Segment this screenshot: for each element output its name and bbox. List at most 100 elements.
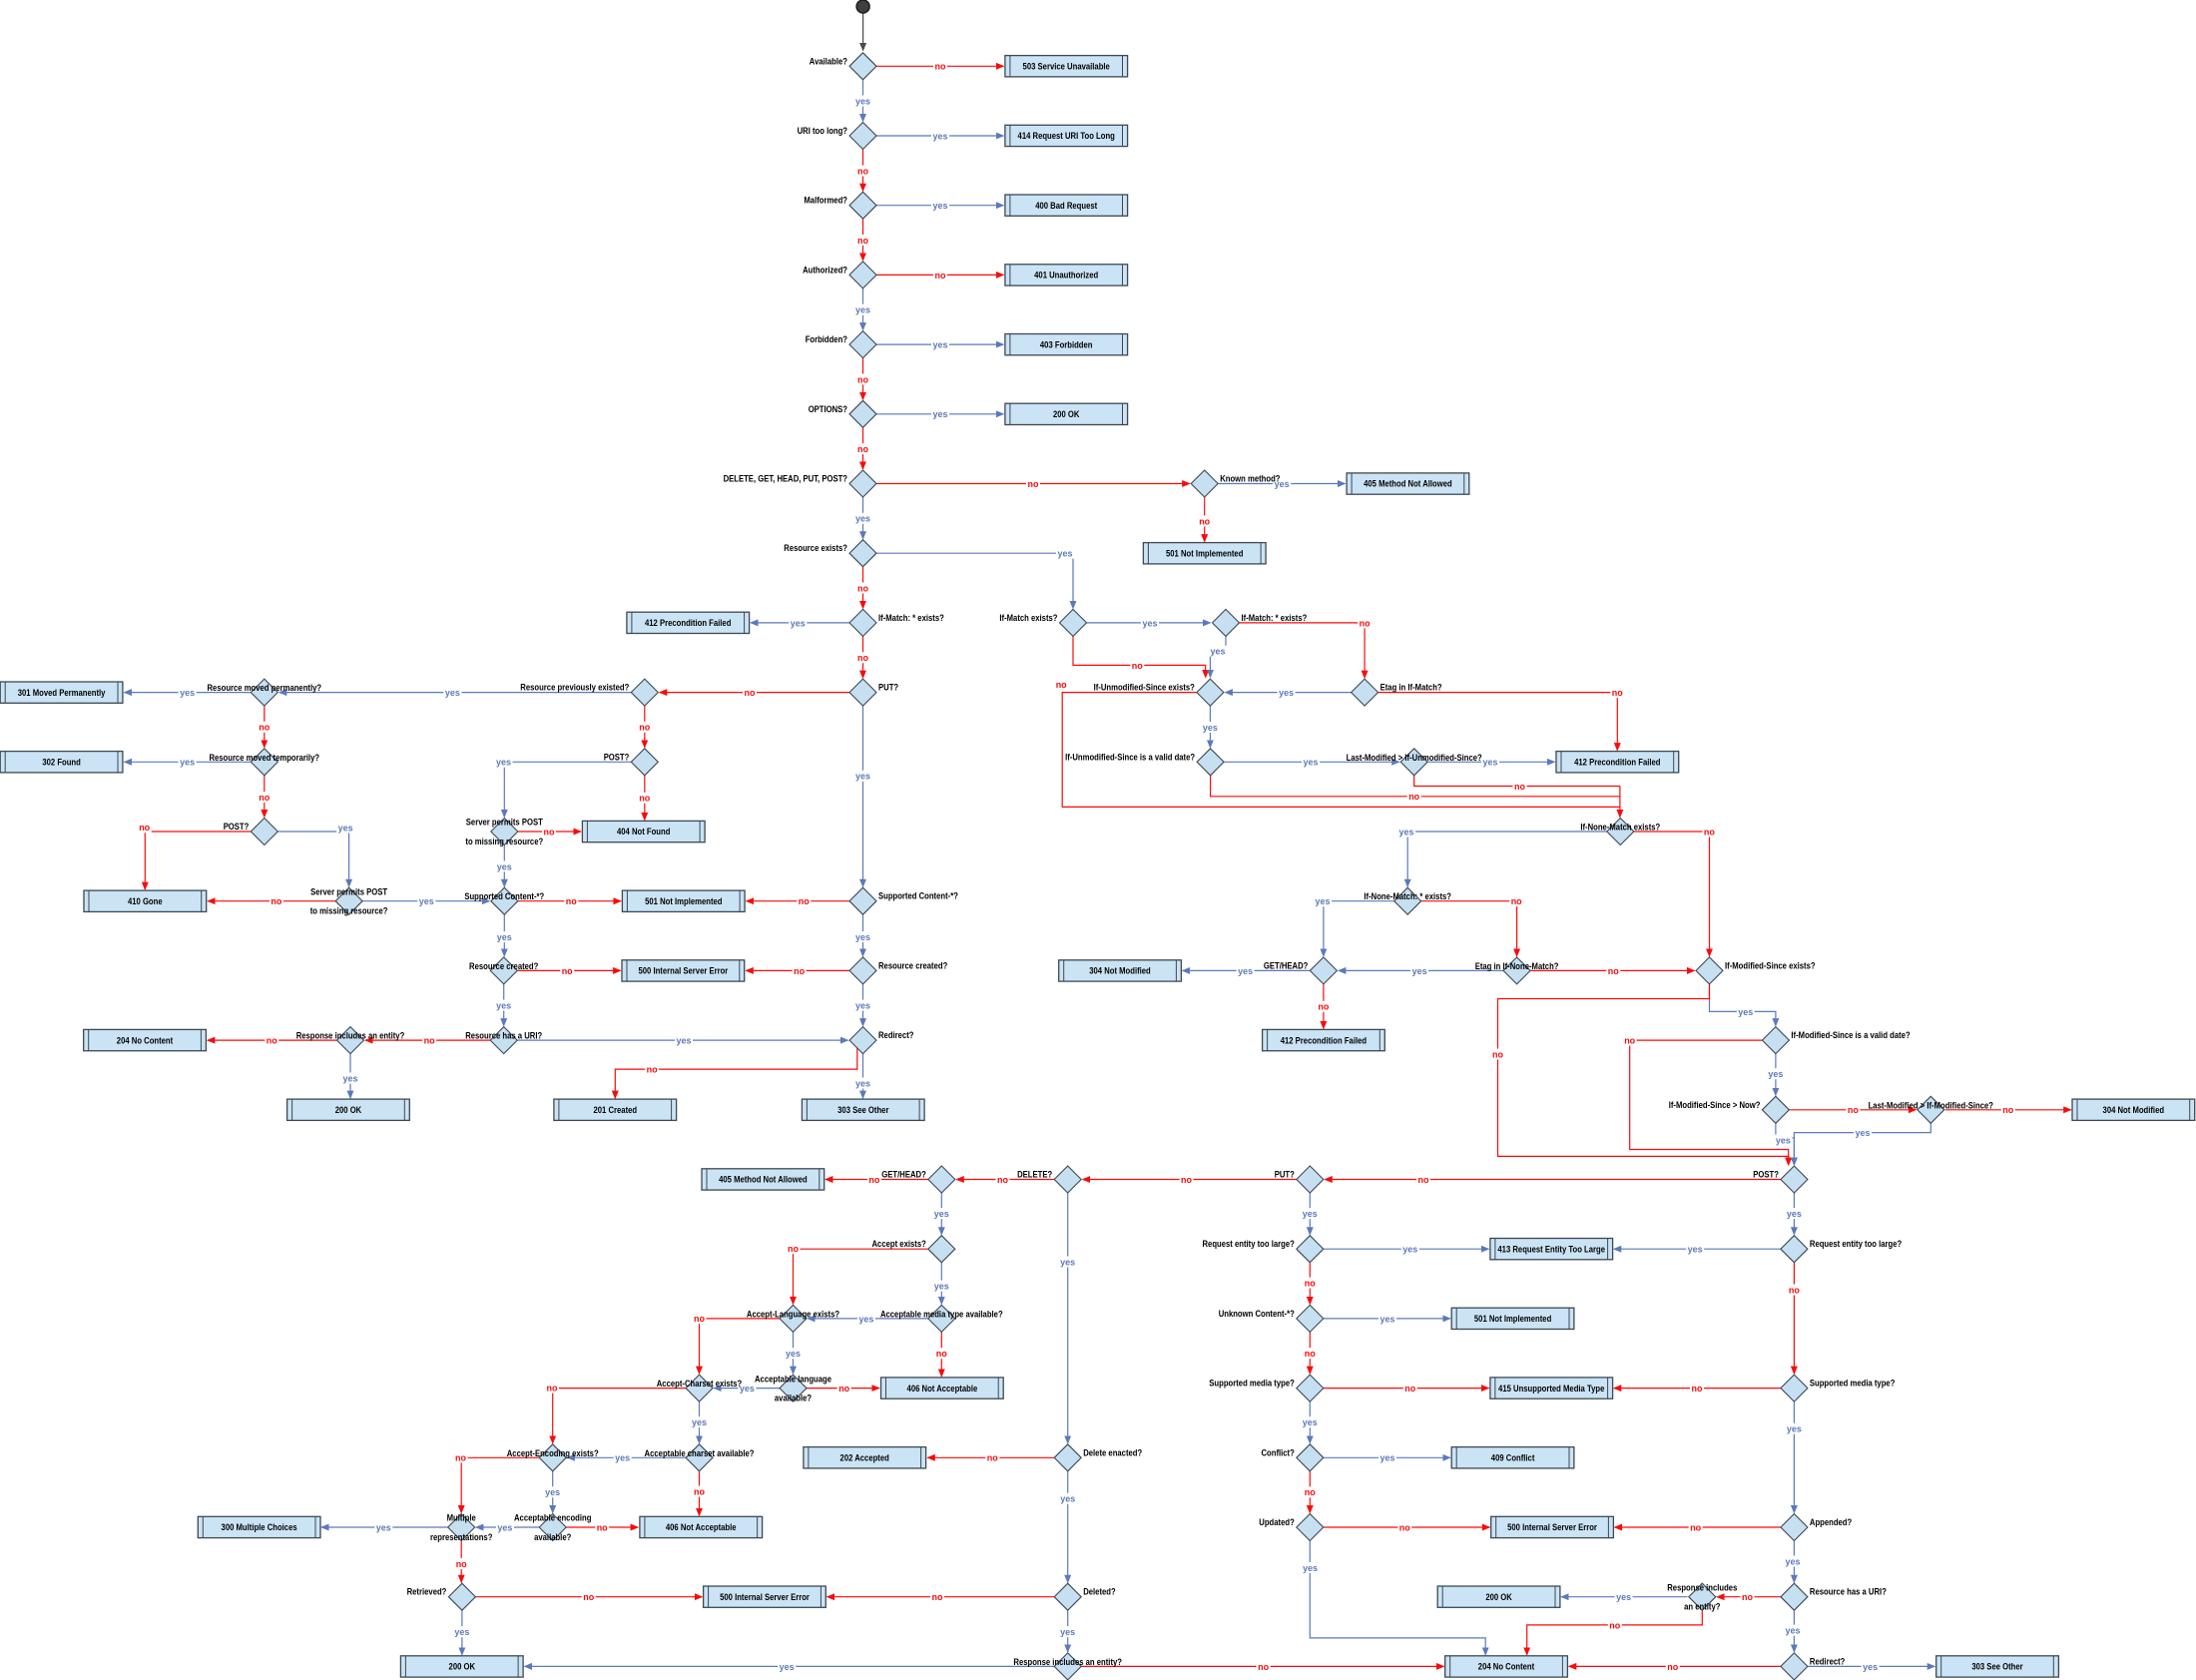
- svg-text:POST?: POST?: [224, 822, 250, 832]
- svg-text:no: no: [936, 1349, 947, 1359]
- svg-text:yes: yes: [1275, 479, 1290, 489]
- svg-text:If-Match: * exists?: If-Match: * exists?: [1242, 613, 1308, 623]
- svg-text:no: no: [932, 1592, 943, 1602]
- svg-text:500 Internal Server Error: 500 Internal Server Error: [1507, 1522, 1597, 1532]
- svg-text:no: no: [1305, 1279, 1316, 1289]
- svg-text:If-None-Match: * exists?: If-None-Match: * exists?: [1364, 891, 1451, 901]
- svg-text:200 OK: 200 OK: [449, 1662, 476, 1672]
- svg-text:301 Moved Permanently: 301 Moved Permanently: [18, 688, 106, 698]
- svg-text:no: no: [597, 1522, 608, 1532]
- svg-text:no: no: [987, 1453, 998, 1463]
- svg-text:501 Not Implemented: 501 Not Implemented: [645, 896, 722, 906]
- svg-text:Deleted?: Deleted?: [1083, 1587, 1116, 1597]
- svg-text:no: no: [1609, 1620, 1620, 1630]
- svg-text:no: no: [1399, 1522, 1410, 1532]
- svg-text:Appended?: Appended?: [1810, 1517, 1852, 1527]
- svg-text:no: no: [271, 896, 281, 906]
- svg-text:Accept exists?: Accept exists?: [872, 1239, 926, 1249]
- svg-text:DELETE, GET, HEAD, PUT, POST?: DELETE, GET, HEAD, PUT, POST?: [724, 474, 847, 484]
- svg-text:GET/HEAD?: GET/HEAD?: [1264, 960, 1309, 970]
- svg-text:Known method?: Known method?: [1220, 474, 1280, 484]
- svg-text:yes: yes: [1203, 723, 1218, 733]
- svg-text:406 Not Acceptable: 406 Not Acceptable: [907, 1384, 978, 1394]
- svg-text:Delete enacted?: Delete enacted?: [1083, 1447, 1142, 1457]
- svg-text:Forbidden?: Forbidden?: [806, 334, 847, 344]
- svg-text:POST?: POST?: [1753, 1170, 1779, 1180]
- svg-text:no: no: [1789, 1285, 1800, 1295]
- svg-text:yes: yes: [855, 514, 870, 524]
- svg-text:Accept-Language exists?: Accept-Language exists?: [747, 1309, 839, 1319]
- svg-text:Acceptable media type availabl: Acceptable media type available?: [880, 1309, 1003, 1319]
- svg-text:Supported media type?: Supported media type?: [1209, 1379, 1295, 1389]
- svg-text:no: no: [1258, 1662, 1269, 1672]
- svg-text:DELETE?: DELETE?: [1017, 1170, 1052, 1180]
- svg-text:no: no: [1692, 1384, 1703, 1394]
- svg-text:403 Forbidden: 403 Forbidden: [1040, 339, 1093, 349]
- svg-text:no: no: [745, 688, 756, 698]
- svg-text:to missing resource?: to missing resource?: [465, 837, 543, 846]
- svg-text:yes: yes: [932, 409, 947, 419]
- svg-text:no: no: [1181, 1175, 1192, 1185]
- svg-text:Redirect?: Redirect?: [1810, 1656, 1846, 1666]
- svg-text:PUT?: PUT?: [878, 683, 898, 693]
- svg-text:413 Request Entity Too Large: 413 Request Entity Too Large: [1497, 1244, 1605, 1254]
- svg-text:404 Not Found: 404 Not Found: [617, 827, 670, 837]
- svg-text:representations?: representations?: [430, 1532, 492, 1542]
- svg-text:yes: yes: [1398, 827, 1413, 837]
- svg-text:yes: yes: [545, 1487, 560, 1497]
- svg-text:If-Modified-Since is a valid d: If-Modified-Since is a valid date?: [1791, 1030, 1910, 1040]
- svg-text:yes: yes: [1855, 1128, 1870, 1138]
- svg-text:Resource created?: Resource created?: [469, 961, 538, 971]
- svg-text:yes: yes: [497, 932, 512, 942]
- svg-text:no: no: [456, 1559, 467, 1569]
- svg-text:no: no: [1360, 618, 1371, 628]
- svg-text:yes: yes: [791, 618, 806, 628]
- svg-text:yes: yes: [419, 896, 434, 906]
- svg-text:Resource has a URI?: Resource has a URI?: [465, 1031, 542, 1041]
- svg-text:503 Service Unavailable: 503 Service Unavailable: [1023, 62, 1110, 72]
- svg-text:no: no: [1418, 1175, 1429, 1185]
- svg-text:yes: yes: [1785, 1626, 1800, 1636]
- svg-text:yes: yes: [338, 823, 353, 833]
- svg-text:URI too long?: URI too long?: [798, 126, 847, 136]
- svg-text:Request entity too large?: Request entity too large?: [1203, 1239, 1295, 1249]
- svg-text:412 Precondition Failed: 412 Precondition Failed: [1574, 758, 1660, 768]
- svg-text:Retrieved?: Retrieved?: [407, 1587, 447, 1597]
- svg-text:available?: available?: [775, 1394, 812, 1403]
- svg-text:no: no: [1612, 688, 1623, 698]
- svg-text:Available?: Available?: [810, 56, 847, 66]
- svg-text:yes: yes: [855, 305, 870, 315]
- svg-text:no: no: [1492, 1049, 1503, 1059]
- svg-text:no: no: [857, 444, 868, 454]
- svg-text:If-Match exists?: If-Match exists?: [999, 613, 1057, 623]
- svg-text:yes: yes: [1616, 1592, 1631, 1602]
- svg-text:303 See Other: 303 See Other: [1971, 1662, 2023, 1672]
- svg-text:no: no: [1132, 661, 1143, 671]
- svg-text:yes: yes: [1210, 647, 1225, 657]
- svg-text:no: no: [794, 966, 805, 976]
- svg-text:yes: yes: [786, 1349, 801, 1359]
- svg-text:no: no: [857, 583, 868, 593]
- svg-text:no: no: [259, 793, 270, 803]
- svg-text:no: no: [857, 653, 868, 663]
- svg-text:Unknown Content-*?: Unknown Content-*?: [1219, 1309, 1295, 1319]
- svg-text:yes: yes: [1303, 1563, 1318, 1573]
- svg-text:500 Internal Server Error: 500 Internal Server Error: [639, 966, 729, 976]
- svg-text:no: no: [799, 896, 810, 906]
- svg-text:Authorized?: Authorized?: [803, 265, 847, 275]
- svg-text:no: no: [857, 236, 868, 246]
- svg-text:no: no: [259, 723, 270, 733]
- svg-text:to missing resource?: to missing resource?: [310, 906, 388, 916]
- svg-text:415 Unsupported Media Type: 415 Unsupported Media Type: [1498, 1384, 1604, 1394]
- svg-text:PUT?: PUT?: [1275, 1170, 1295, 1180]
- svg-text:If-Unmodified-Since exists?: If-Unmodified-Since exists?: [1094, 683, 1195, 693]
- svg-text:no: no: [455, 1452, 466, 1462]
- svg-text:Accept-Encoding exists?: Accept-Encoding exists?: [507, 1448, 599, 1458]
- svg-text:yes: yes: [934, 1282, 949, 1292]
- svg-text:yes: yes: [615, 1453, 630, 1463]
- svg-text:no: no: [547, 1384, 558, 1394]
- svg-text:no: no: [838, 1384, 849, 1394]
- svg-text:Response includes an entity?: Response includes an entity?: [1013, 1657, 1122, 1667]
- svg-text:no: no: [1608, 966, 1619, 976]
- svg-text:no: no: [139, 823, 150, 833]
